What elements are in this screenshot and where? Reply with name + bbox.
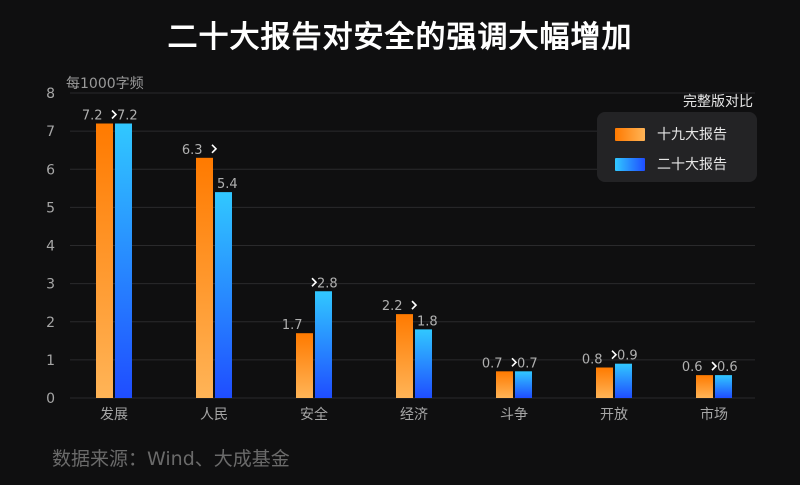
legend-label-series-2: 二十大报告 <box>657 157 727 173</box>
bar-series-1 <box>496 371 513 398</box>
legend-label-series-1: 十九大报告 <box>657 127 727 143</box>
legend-swatch-series-1 <box>615 127 645 141</box>
data-labels: 7.2 7.2 6.3 5.4 1.7 2.8 2.2 1.8 0.7 0.7 0.8 0.9 0.6 0… <box>82 109 738 376</box>
data-label-series-1: 0.6 <box>682 360 703 375</box>
bar-series-1 <box>96 123 113 398</box>
bar-series-1 <box>396 314 413 398</box>
x-tick-label: 开放 <box>600 407 628 423</box>
bar-series-2 <box>115 123 132 398</box>
data-label-series-2: 2.8 <box>317 276 338 291</box>
change-arrow-icon <box>411 300 418 310</box>
change-arrow-icon <box>211 144 218 154</box>
change-arrow-icon <box>511 357 518 367</box>
bar-series-2 <box>215 192 232 398</box>
bar-series-2 <box>615 363 632 398</box>
legend-swatch-series-2 <box>615 157 645 171</box>
change-arrow-icon <box>711 361 718 371</box>
x-axis: 发展 人民 安全 经济 斗争 开放 市场 <box>100 406 728 423</box>
bar-series-1 <box>696 375 713 398</box>
data-label-series-1: 0.8 <box>582 353 603 368</box>
change-arrow-icon <box>311 277 318 287</box>
bar-series-2 <box>315 291 332 398</box>
y-tick-label: 1 <box>46 353 55 369</box>
y-tick-label: 0 <box>46 391 55 407</box>
y-tick-label: 6 <box>46 162 55 178</box>
change-arrow-icon <box>611 350 618 360</box>
data-label-series-2: 5.4 <box>217 177 238 192</box>
data-label-series-1: 0.7 <box>482 356 503 371</box>
x-tick-label: 市场 <box>700 406 728 423</box>
source-note: 数据来源：Wind、大成基金 <box>52 448 290 470</box>
legend-title: 完整版对比 <box>683 94 753 110</box>
bar-series-1 <box>596 367 613 398</box>
bar-series-1 <box>296 333 313 398</box>
y-tick-label: 3 <box>46 277 55 293</box>
data-label-series-2: 1.8 <box>417 314 438 329</box>
y-tick-label: 2 <box>46 315 55 331</box>
y-axis: 0 1 2 3 4 5 6 7 8 <box>46 86 55 407</box>
y-unit-label: 每1000字频 <box>66 76 144 92</box>
y-tick-label: 7 <box>46 124 55 140</box>
data-label-series-2: 0.9 <box>617 349 638 364</box>
x-tick-label: 人民 <box>200 407 228 423</box>
y-tick-label: 8 <box>46 86 55 102</box>
data-label-series-1: 7.2 <box>82 109 103 124</box>
legend: 十九大报告 二十大报告 <box>597 112 757 182</box>
data-label-series-2: 0.6 <box>717 360 738 375</box>
data-label-series-1: 1.7 <box>282 318 303 333</box>
legend-item-series-2: 二十大报告 <box>615 154 727 174</box>
x-tick-label: 斗争 <box>500 407 528 423</box>
x-tick-label: 经济 <box>400 407 428 423</box>
x-tick-label: 安全 <box>300 406 328 423</box>
bar-series-2 <box>515 371 532 398</box>
bar-series-2 <box>415 329 432 398</box>
change-arrow-icon <box>111 109 118 120</box>
data-label-series-2: 7.2 <box>117 109 138 124</box>
y-tick-label: 4 <box>46 239 55 255</box>
chart-title: 二十大报告对安全的强调大幅增加 <box>167 20 633 55</box>
bar-series-1 <box>196 157 213 398</box>
y-tick-label: 5 <box>46 200 55 216</box>
data-label-series-1: 6.3 <box>182 143 203 158</box>
bar-series-2 <box>715 375 732 398</box>
data-label-series-1: 2.2 <box>382 299 403 314</box>
bars <box>96 123 732 398</box>
legend-item-series-1: 十九大报告 <box>615 124 727 144</box>
x-tick-label: 发展 <box>100 407 128 423</box>
data-label-series-2: 0.7 <box>517 356 538 371</box>
